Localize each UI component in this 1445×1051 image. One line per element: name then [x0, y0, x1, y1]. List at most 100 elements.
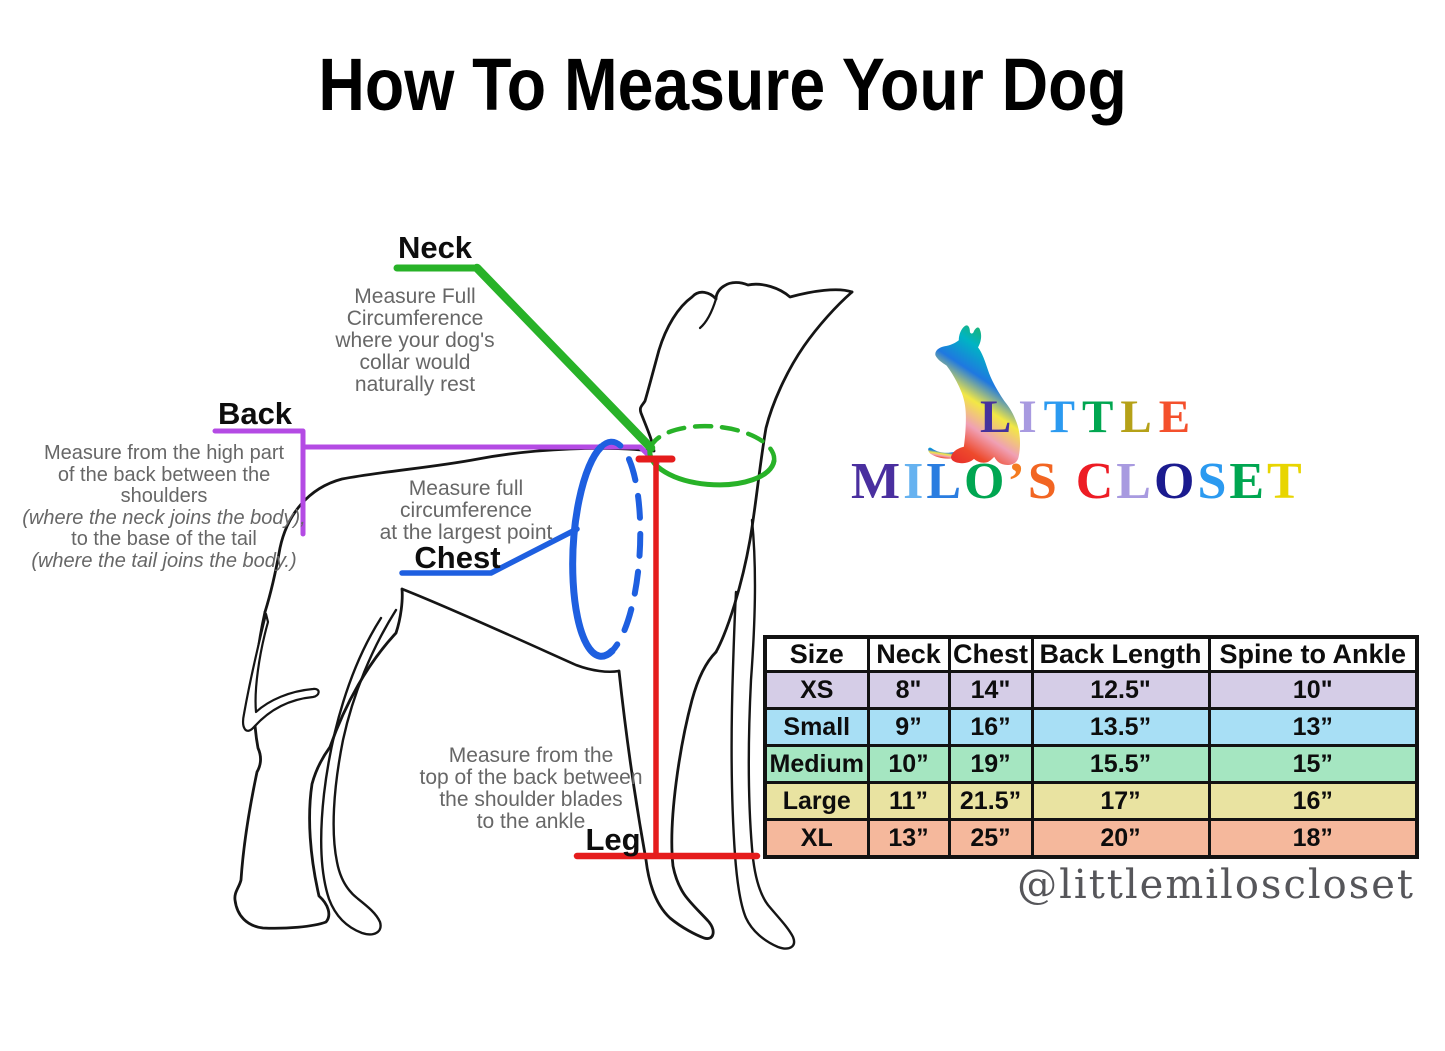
page-title: How To Measure Your Dog — [318, 43, 1127, 126]
size-chart-cell-chest: 19” — [947, 744, 1034, 784]
size-chart-row: Medium 10” 19” 15.5” 15” — [763, 744, 1419, 784]
size-chart-cell-back_length: 15.5” — [1030, 744, 1211, 784]
annotation-line: shoulders — [120, 485, 208, 507]
logo-letter: T — [1267, 453, 1305, 510]
leg-instructions: Measure from the top of the back between t… — [395, 745, 667, 833]
logo-letter: O — [964, 453, 1008, 510]
size-chart-column-header: Size — [763, 635, 870, 673]
logo-letter: I — [903, 453, 927, 510]
logo-letter — [1060, 453, 1076, 510]
dog-belly-line — [400, 587, 621, 674]
annotation-line: where your dog's — [335, 329, 495, 352]
size-chart-cell-spine_to_ankle: 10" — [1207, 670, 1419, 710]
size-chart-cell-neck: 11” — [866, 781, 951, 821]
size-chart-cell-neck: 10” — [866, 744, 951, 784]
size-chart-cell-back_length: 17” — [1030, 781, 1211, 821]
logo-letter: L — [926, 453, 965, 510]
annotation-line: Measure full — [408, 477, 524, 500]
size-chart-row: XL 13” 25” 20” 18” — [763, 818, 1419, 859]
dog-chest-front-line — [714, 290, 854, 654]
logo-wordmark-line2: MILO’S CLOSET — [851, 452, 1305, 511]
dog-far-hind-leg — [320, 608, 398, 936]
size-chart-cell-size: XL — [763, 818, 870, 859]
annotation-line: naturally rest — [354, 373, 476, 396]
logo-letter: T — [1082, 391, 1121, 443]
size-chart-cell-size: Medium — [763, 744, 870, 784]
neck-ellipse-dashed — [647, 423, 777, 464]
annotation-line: (where the neck joins the body), — [22, 506, 306, 529]
instagram-handle: @littlemiloscloset — [1017, 862, 1415, 908]
neck-ellipse-solid — [647, 447, 777, 488]
size-chart-cell-back_length: 20” — [1030, 818, 1211, 859]
annotation-line: top of the back between — [419, 766, 643, 789]
logo-dog-tail — [928, 447, 957, 459]
dog-near-hind-leg — [233, 587, 404, 930]
back-measure-pointer — [300, 444, 660, 466]
size-chart-cell-size: Small — [763, 707, 870, 747]
size-chart-column-header: Neck — [866, 635, 951, 673]
size-chart-column-header: Chest — [947, 635, 1034, 673]
logo-letter: S — [1027, 453, 1060, 510]
logo-letter: I — [1018, 391, 1044, 443]
annotation-line: collar would — [359, 351, 471, 374]
annotation-line: circumference — [400, 499, 532, 522]
logo-letter: L — [1120, 391, 1159, 443]
dog-near-front-leg — [617, 650, 718, 940]
annotation-line: to the ankle — [476, 810, 586, 833]
logo-letter: C — [1075, 453, 1117, 510]
size-chart-cell-back_length: 12.5" — [1030, 670, 1211, 710]
logo-dog-silhouette — [928, 325, 1021, 465]
dog-ear-fold — [698, 297, 718, 330]
size-chart-cell-size: Large — [763, 781, 870, 821]
size-chart-cell-spine_to_ankle: 15” — [1207, 744, 1419, 784]
annotation-line: at the largest point — [379, 521, 553, 544]
size-chart-cell-neck: 13” — [866, 818, 951, 859]
chest-measure-pointer — [399, 526, 580, 576]
annotation-line: to the base of the tail — [71, 528, 257, 550]
size-chart-row: Small 9” 16” 13.5” 13” — [763, 707, 1419, 747]
logo-letter: O — [1153, 453, 1198, 510]
logo-letter: L — [980, 391, 1019, 443]
size-chart-cell-chest: 21.5” — [947, 781, 1034, 821]
size-chart-cell-spine_to_ankle: 16” — [1207, 781, 1419, 821]
size-chart-cell-chest: 14" — [947, 670, 1034, 710]
size-chart-cell-chest: 16” — [947, 707, 1034, 747]
annotation-line: Measure from the — [448, 744, 614, 767]
annotation-line: the shoulder blades — [439, 788, 623, 811]
logo-letter: E — [1229, 453, 1268, 510]
chest-label: Chest — [414, 540, 501, 575]
logo-letter: E — [1158, 391, 1198, 443]
back-label: Back — [217, 396, 293, 431]
back-measure-bracket — [212, 428, 306, 537]
logo-wordmark-line1: LITTLE — [980, 390, 1197, 444]
size-chart-cell-spine_to_ankle: 18” — [1207, 818, 1419, 859]
neck-measure-pointer — [472, 263, 656, 453]
annotation-line: of the back between the — [57, 463, 271, 486]
neck-instructions: Measure Full Circumference where your dog'… — [295, 286, 535, 396]
size-chart-table: Size Neck Chest Back Length Spine to Ankle X… — [763, 635, 1419, 859]
logo-letter: L — [1116, 453, 1154, 510]
size-chart-cell-neck: 9” — [866, 707, 951, 747]
logo-letter: T — [1043, 391, 1083, 443]
annotation-line: Measure from the high part — [43, 442, 285, 464]
size-chart-column-header: Spine to Ankle — [1207, 635, 1419, 673]
size-chart-cell-chest: 25” — [947, 818, 1034, 859]
size-chart-cell-neck: 8" — [866, 670, 951, 710]
leg-label: Leg — [585, 822, 641, 857]
chest-instructions: Measure full circumference at the largest … — [350, 478, 582, 544]
logo-letter: S — [1197, 453, 1230, 510]
annotation-line: Circumference — [346, 307, 484, 330]
dog-far-front-leg — [730, 518, 796, 950]
chest-ellipse-solid — [569, 443, 616, 660]
annotation-line: Measure Full — [354, 285, 476, 308]
size-chart-body: XS 8" 14" 12.5" 10" Small 9” 16” 13.5” 13” Medium 1… — [763, 670, 1419, 859]
dog-tail — [242, 612, 320, 732]
annotation-line: (where the tail joins the body.) — [31, 549, 297, 572]
dog-head-back-outline — [263, 281, 854, 614]
logo-letter: M — [851, 453, 904, 510]
size-chart-column-header: Back Length — [1030, 635, 1211, 673]
back-instructions: Measure from the high part of the back be… — [18, 442, 310, 572]
size-chart-cell-back_length: 13.5” — [1030, 707, 1211, 747]
